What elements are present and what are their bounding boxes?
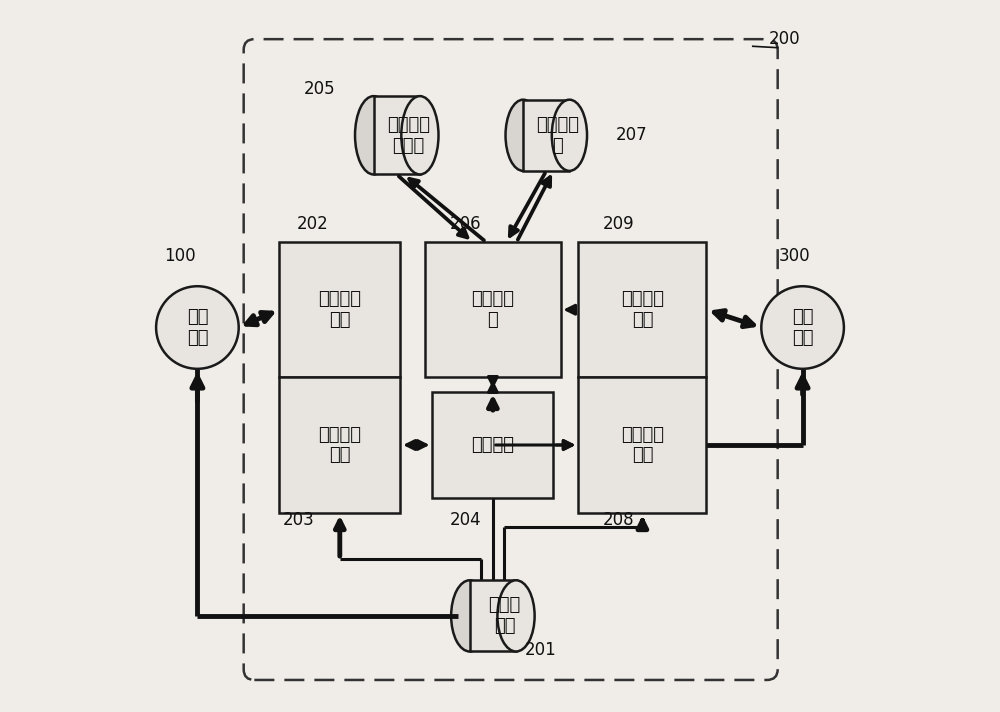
- Text: 209: 209: [603, 215, 635, 234]
- Text: 报文解析
模块: 报文解析 模块: [318, 426, 361, 464]
- Circle shape: [156, 286, 239, 369]
- Text: 203: 203: [283, 511, 315, 529]
- Text: 202: 202: [297, 215, 329, 234]
- Circle shape: [761, 286, 844, 369]
- Text: 204: 204: [450, 511, 482, 529]
- Text: 300: 300: [779, 247, 811, 266]
- Bar: [374, 96, 420, 174]
- Text: 206: 206: [450, 215, 482, 234]
- Text: 发卡
机构: 发卡 机构: [792, 308, 813, 347]
- Text: 收单
机构: 收单 机构: [187, 308, 208, 347]
- Ellipse shape: [552, 100, 587, 171]
- Ellipse shape: [506, 100, 541, 171]
- Bar: [279, 377, 400, 513]
- Text: 安全模块: 安全模块: [471, 436, 514, 454]
- Bar: [432, 392, 553, 498]
- Ellipse shape: [355, 96, 392, 174]
- Text: 报文接收
模块: 报文接收 模块: [318, 290, 361, 329]
- Bar: [578, 242, 706, 377]
- Text: 205: 205: [304, 80, 336, 98]
- Bar: [279, 242, 400, 377]
- Text: 报文发送
模块: 报文发送 模块: [621, 290, 664, 329]
- Bar: [578, 377, 706, 513]
- Bar: [470, 580, 516, 651]
- Text: 200: 200: [769, 30, 801, 48]
- Text: 100: 100: [164, 247, 196, 266]
- Ellipse shape: [451, 580, 488, 651]
- Text: 报文组装
模块: 报文组装 模块: [621, 426, 664, 464]
- Bar: [523, 100, 569, 171]
- Text: 报文模
型库: 报文模 型库: [488, 597, 521, 635]
- Text: 207: 207: [616, 126, 648, 145]
- Text: 201: 201: [525, 641, 557, 659]
- Ellipse shape: [497, 580, 535, 651]
- Ellipse shape: [401, 96, 439, 174]
- Bar: [425, 242, 561, 377]
- Text: 208: 208: [603, 511, 635, 529]
- Text: 交易数据
库: 交易数据 库: [536, 116, 579, 155]
- Text: 逻辑推理
机: 逻辑推理 机: [471, 290, 514, 329]
- Text: 差错业务
规则库: 差错业务 规则库: [387, 116, 430, 155]
